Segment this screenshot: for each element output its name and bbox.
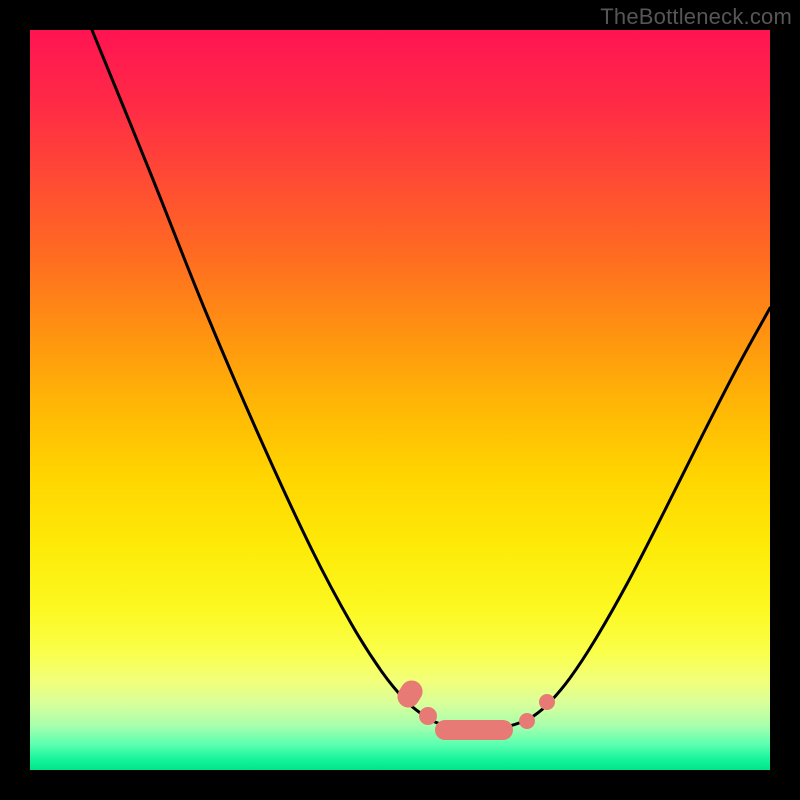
marker-dot <box>419 707 437 725</box>
bottleneck-chart <box>30 30 770 770</box>
chart-frame: TheBottleneck.com <box>0 0 800 800</box>
marker-dot <box>539 694 555 710</box>
watermark-text: TheBottleneck.com <box>600 4 792 30</box>
marker-dot <box>435 720 513 740</box>
plot-area <box>30 30 770 770</box>
gradient-background <box>30 30 770 770</box>
marker-dot <box>519 713 535 729</box>
